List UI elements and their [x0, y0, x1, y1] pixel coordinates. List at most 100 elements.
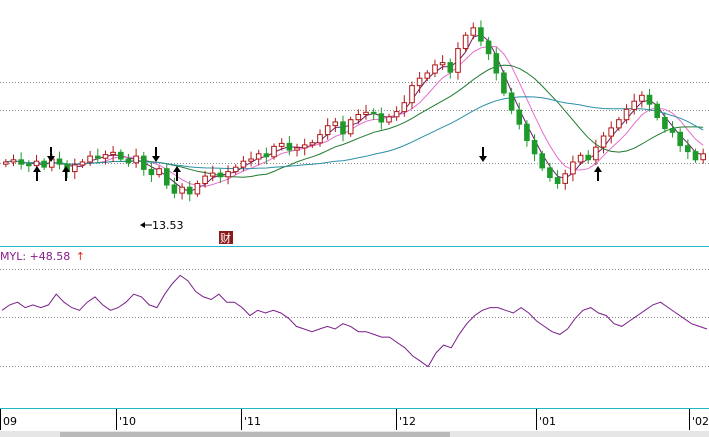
- candle-body: [301, 144, 308, 149]
- candle-body: [102, 154, 109, 159]
- candle-body: [355, 114, 362, 121]
- candle-body: [26, 163, 32, 167]
- candle-body: [554, 177, 561, 185]
- candle-body: [317, 134, 323, 144]
- candle-body: [209, 172, 216, 177]
- candle-body: [485, 40, 492, 55]
- event-marker[interactable]: [219, 231, 233, 244]
- candle-body: [87, 155, 93, 163]
- x-axis: 09 '10 '11 '12 '01 '02: [0, 409, 709, 430]
- candle-body: [424, 72, 431, 79]
- x-tick-label: 09: [3, 415, 17, 428]
- indicator-gridlines: [0, 269, 709, 367]
- signal-arrow-up-icon: [33, 166, 41, 181]
- candle-body: [493, 53, 500, 74]
- indicator-arrow-up-icon: ↑: [75, 250, 85, 263]
- candle-body: [700, 153, 707, 161]
- candle-body: [332, 121, 339, 127]
- candle-body: [95, 155, 101, 159]
- candle-body: [692, 151, 699, 161]
- candle-body: [531, 140, 538, 155]
- candle-body: [141, 155, 147, 170]
- candle-body: [10, 159, 17, 163]
- candle-body: [508, 92, 515, 111]
- ma-line-longest: [5, 96, 704, 170]
- candle-body: [255, 153, 262, 160]
- candle-body: [79, 161, 86, 166]
- candle-body: [470, 27, 477, 36]
- candle-body: [669, 128, 676, 133]
- candle-body: [585, 154, 592, 161]
- candle-body: [393, 111, 400, 118]
- candle-body: [133, 155, 139, 164]
- x-tick-label: '02: [692, 415, 709, 428]
- candle-body: [263, 153, 270, 158]
- candle-body: [577, 154, 584, 163]
- candle-body: [677, 131, 684, 147]
- candle-body: [562, 173, 569, 184]
- candle-body: [194, 183, 201, 195]
- candle-body: [378, 113, 385, 123]
- candle-body: [439, 62, 446, 66]
- candle-body: [271, 145, 277, 158]
- candle-body: [118, 151, 124, 160]
- low-price-arrowhead: [140, 222, 145, 228]
- signal-arrow-up-icon: [173, 166, 181, 181]
- candle-body: [608, 127, 615, 137]
- candle-body: [125, 158, 132, 164]
- x-tick-label: '10: [119, 415, 136, 428]
- low-price-label: 13.53: [152, 219, 184, 232]
- candle-body: [600, 135, 607, 148]
- candle-body: [156, 168, 162, 176]
- candle-body: [570, 161, 576, 175]
- candle-body: [416, 77, 423, 87]
- candle-body: [56, 158, 63, 165]
- candle-body: [202, 175, 208, 185]
- event-marker-label: 财: [220, 231, 231, 245]
- annotations: 13.53 财: [140, 219, 233, 245]
- candle-body: [41, 160, 47, 168]
- candle-body: [309, 142, 316, 146]
- candle-body: [164, 168, 170, 186]
- candle-body: [186, 186, 193, 195]
- candle-body: [370, 111, 377, 115]
- signal-arrow-up-icon: [62, 166, 70, 181]
- candle-body: [685, 145, 691, 153]
- candle-body: [18, 159, 24, 165]
- candle-body: [593, 146, 599, 161]
- signal-arrow-up-icon: [594, 166, 602, 181]
- candle-body: [386, 116, 392, 123]
- candle-body: [462, 34, 469, 50]
- candle-body: [432, 64, 438, 74]
- candle-body: [501, 72, 507, 94]
- ma-line-mid: [5, 45, 704, 187]
- x-tick-label: '01: [539, 415, 556, 428]
- candle-body: [623, 108, 630, 121]
- signal-arrow-down-icon: [47, 147, 55, 162]
- candle-body: [110, 151, 116, 156]
- candle-body: [179, 186, 185, 194]
- candle-body: [524, 123, 530, 141]
- candle-body: [33, 160, 40, 167]
- candle-body: [340, 121, 346, 135]
- candle-body: [455, 48, 461, 73]
- candle-body: [347, 119, 354, 135]
- candle-body: [171, 184, 178, 194]
- signal-arrow-down-icon: [479, 147, 487, 162]
- indicator-name: MYL:: [0, 250, 27, 263]
- candle-body: [616, 119, 622, 129]
- candle-body: [409, 85, 415, 104]
- candle-body: [3, 161, 9, 165]
- candle-body: [72, 164, 78, 173]
- candle-body: [631, 100, 638, 110]
- x-tick-label: '12: [399, 415, 416, 428]
- candle-body: [248, 158, 254, 162]
- candle-body: [232, 166, 239, 173]
- candle-body: [363, 111, 369, 116]
- candle-body: [516, 109, 523, 125]
- candle-body: [447, 62, 454, 73]
- scrollbar-thumb[interactable]: [60, 432, 450, 437]
- candle-body: [654, 103, 661, 118]
- indicator-value: +48.58: [29, 250, 71, 263]
